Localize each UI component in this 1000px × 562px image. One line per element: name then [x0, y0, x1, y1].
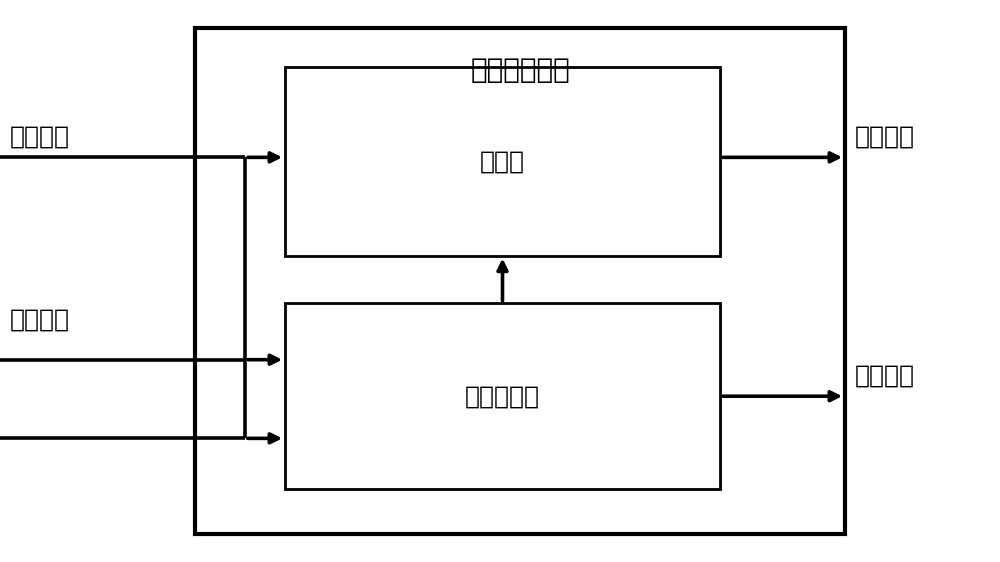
Text: 控制信号: 控制信号	[10, 125, 70, 149]
Text: 接收通道单元: 接收通道单元	[470, 56, 570, 84]
Bar	[285, 303, 720, 489]
Text: 射频信号: 射频信号	[10, 307, 70, 332]
Text: 中频信号: 中频信号	[855, 364, 915, 388]
Text: 信号能量: 信号能量	[855, 125, 915, 149]
Text: 检波器: 检波器	[480, 149, 525, 174]
Bar	[285, 67, 720, 256]
Bar	[195, 28, 845, 534]
Text: 频率转换器: 频率转换器	[465, 384, 540, 408]
